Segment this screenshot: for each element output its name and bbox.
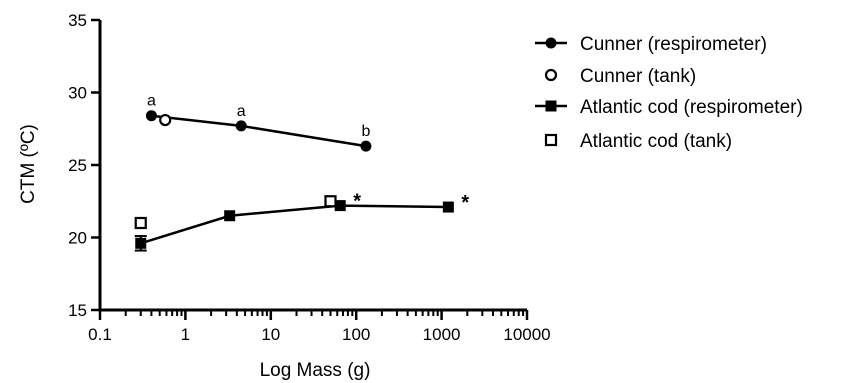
significance-star: *: [353, 191, 361, 213]
series-3: [134, 195, 337, 230]
series-2: [134, 200, 454, 252]
data-point: [135, 237, 147, 249]
data-point: [442, 201, 454, 213]
series-1: [159, 113, 172, 127]
data-point: [224, 210, 236, 222]
significance-star: *: [461, 192, 469, 214]
data-point: [235, 120, 247, 132]
y-tick-label: 30: [68, 84, 87, 103]
legend-item-3: Atlantic cod (tank): [544, 131, 732, 152]
y-tick-label: 20: [68, 229, 87, 248]
x-tick-label: 0.1: [88, 325, 112, 344]
data-point: [334, 200, 346, 212]
x-tick-label: 10000: [503, 325, 550, 344]
x-tick-label: 1000: [423, 325, 461, 344]
series-line: [140, 204, 449, 245]
series-0: [145, 110, 372, 152]
y-tick-label: 35: [68, 11, 87, 30]
legend-marker: [544, 68, 558, 82]
axes: 15 20 25 30 35 0.1 1 10 100 1000 10000: [68, 11, 551, 344]
annotation-layer: a a b * *: [147, 93, 469, 214]
legend-label: Atlantic cod (respirometer): [580, 97, 803, 118]
y-tick-label: 15: [68, 301, 87, 320]
series-layer: [134, 110, 454, 252]
data-point: [159, 113, 172, 127]
y-axis-label: CTM (ºC): [18, 124, 39, 204]
significance-letter: a: [237, 103, 246, 120]
x-tick-label: 100: [342, 325, 370, 344]
legend-item-2: Atlantic cod (respirometer): [535, 97, 803, 118]
significance-letter: a: [147, 93, 156, 110]
legend-marker: [545, 37, 557, 49]
data-point: [145, 110, 157, 122]
data-point: [134, 216, 147, 230]
legend-label: Cunner (tank): [580, 66, 696, 87]
legend-label: Atlantic cod (tank): [580, 131, 732, 152]
legend: Cunner (respirometer) Cunner (tank) Atlant…: [535, 34, 803, 152]
x-tick-label: 1: [181, 325, 190, 344]
legend-marker: [545, 100, 557, 112]
legend-item-0: Cunner (respirometer): [535, 34, 767, 55]
x-tick-label: 10: [261, 325, 280, 344]
significance-letter: b: [361, 123, 370, 140]
legend-label: Cunner (respirometer): [580, 34, 767, 55]
legend-item-1: Cunner (tank): [544, 66, 696, 87]
data-point: [360, 140, 372, 152]
series-line: [151, 114, 367, 148]
y-tick-label: 25: [68, 156, 87, 175]
data-point: [324, 195, 337, 208]
legend-marker: [544, 133, 558, 147]
x-axis-label: Log Mass (g): [260, 360, 371, 381]
